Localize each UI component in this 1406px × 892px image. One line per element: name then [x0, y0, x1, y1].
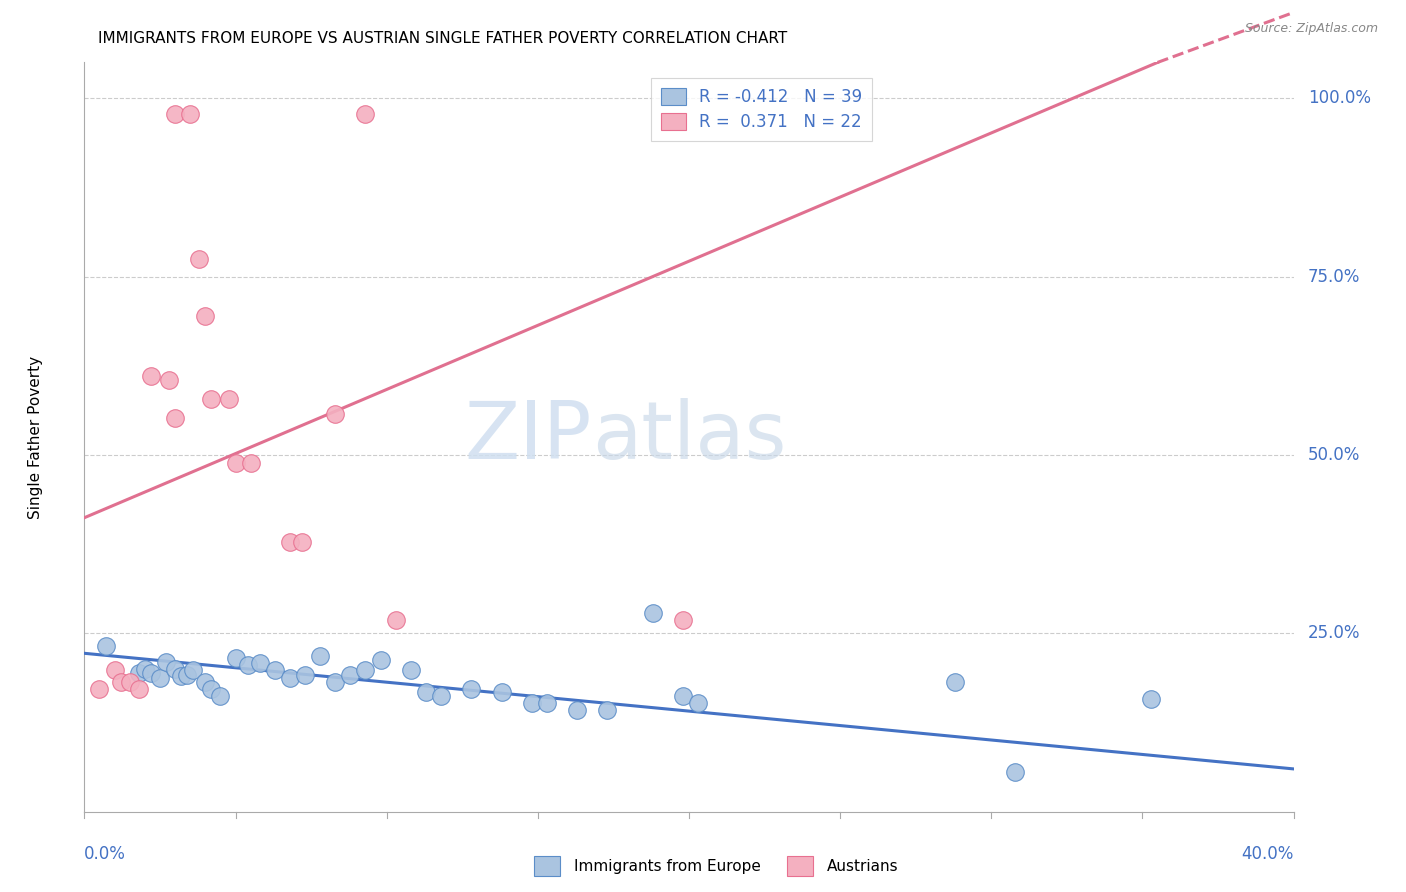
Point — [149, 671, 172, 685]
Text: 50.0%: 50.0% — [1308, 446, 1361, 464]
Point — [323, 407, 346, 421]
Point — [415, 685, 437, 699]
Point — [672, 689, 695, 703]
Text: 100.0%: 100.0% — [1308, 89, 1371, 107]
Point — [399, 664, 422, 678]
Text: 0.0%: 0.0% — [84, 846, 127, 863]
Text: Single Father Poverty: Single Father Poverty — [28, 356, 44, 518]
Text: ZIP: ZIP — [465, 398, 592, 476]
Point — [239, 457, 262, 471]
Point — [943, 674, 966, 689]
Point — [460, 681, 482, 696]
Point — [188, 252, 211, 266]
Text: 40.0%: 40.0% — [1241, 846, 1294, 863]
Point — [1140, 692, 1163, 706]
Point — [294, 667, 316, 681]
Point — [536, 696, 558, 710]
Point — [236, 658, 259, 673]
Point — [194, 309, 217, 323]
Point — [520, 696, 543, 710]
Point — [110, 674, 132, 689]
Point — [194, 674, 217, 689]
Point — [104, 664, 127, 678]
Point — [565, 703, 588, 717]
Point — [291, 535, 314, 549]
Point — [354, 107, 377, 121]
Point — [165, 662, 187, 676]
Point — [176, 667, 198, 681]
Text: Austrians: Austrians — [827, 859, 898, 873]
Point — [181, 664, 204, 678]
Point — [218, 392, 240, 407]
Point — [1004, 765, 1026, 780]
Point — [430, 689, 453, 703]
Point — [309, 649, 332, 664]
Point — [139, 665, 162, 680]
Point — [672, 614, 695, 628]
Text: Source: ZipAtlas.com: Source: ZipAtlas.com — [1244, 22, 1378, 36]
Point — [170, 669, 193, 683]
Point — [641, 607, 664, 621]
Point — [139, 369, 162, 384]
Point — [157, 373, 180, 387]
Point — [165, 410, 187, 425]
Point — [165, 107, 187, 121]
Point — [200, 392, 222, 407]
Point — [200, 681, 222, 696]
Point — [128, 681, 150, 696]
Text: atlas: atlas — [592, 398, 786, 476]
Point — [209, 689, 232, 703]
Point — [354, 664, 377, 678]
Text: 75.0%: 75.0% — [1308, 268, 1361, 285]
Point — [89, 681, 111, 696]
Point — [370, 653, 392, 667]
Point — [179, 107, 201, 121]
Point — [323, 674, 346, 689]
Point — [384, 614, 406, 628]
Point — [491, 685, 513, 699]
Text: Immigrants from Europe: Immigrants from Europe — [574, 859, 761, 873]
Legend: R = -0.412   N = 39, R =  0.371   N = 22: R = -0.412 N = 39, R = 0.371 N = 22 — [651, 78, 872, 141]
Point — [155, 655, 177, 669]
Point — [278, 535, 301, 549]
Point — [128, 665, 150, 680]
Point — [339, 667, 361, 681]
Point — [134, 662, 156, 676]
Point — [118, 674, 141, 689]
Point — [278, 671, 301, 685]
Point — [225, 651, 247, 665]
Point — [686, 696, 709, 710]
Point — [596, 703, 619, 717]
Text: IMMIGRANTS FROM EUROPE VS AUSTRIAN SINGLE FATHER POVERTY CORRELATION CHART: IMMIGRANTS FROM EUROPE VS AUSTRIAN SINGL… — [98, 31, 787, 46]
Point — [94, 639, 117, 653]
Text: 25.0%: 25.0% — [1308, 624, 1361, 642]
Point — [263, 664, 285, 678]
Point — [225, 457, 247, 471]
Point — [249, 657, 271, 671]
